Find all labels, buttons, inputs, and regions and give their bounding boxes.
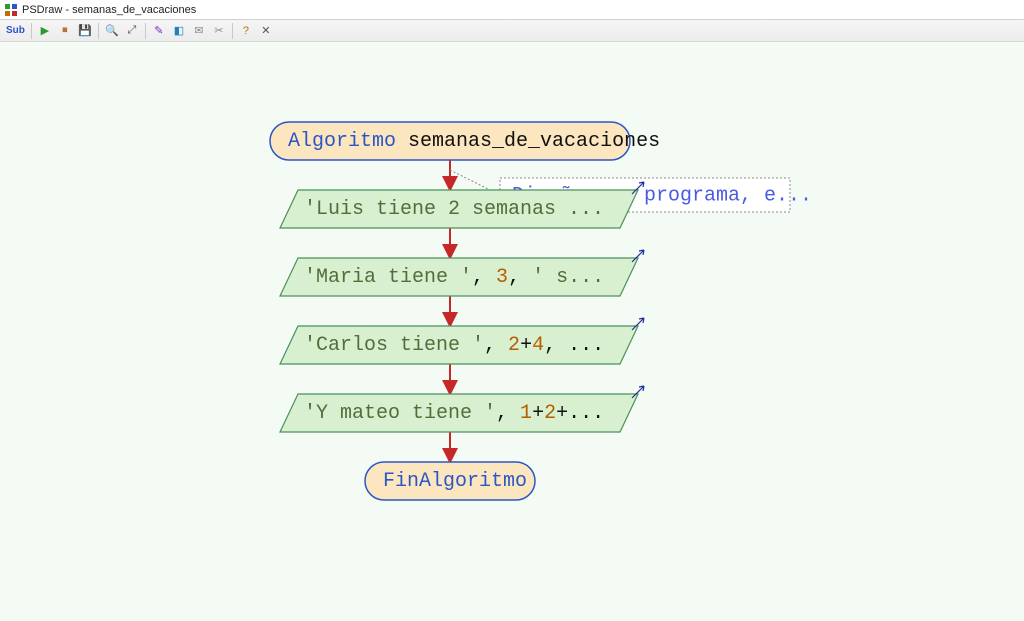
output-arrow-icon [632,318,644,330]
node-label: 'Maria tiene ', 3, ' s... [304,266,604,289]
zoom-fit-icon[interactable]: ⤢ [123,22,141,40]
node-label: Algoritmo semanas_de_vacaciones [288,130,660,153]
shapes-icon[interactable]: ◧ [170,22,188,40]
app-icon [4,3,18,17]
comment-icon[interactable]: ✉ [190,22,208,40]
crop-icon[interactable]: ✂ [210,22,228,40]
window-titlebar: PSDraw - semanas_de_vacaciones [0,0,1024,20]
output-arrow-icon [632,386,644,398]
node-label: 'Luis tiene 2 semanas ... [304,198,604,221]
help-icon[interactable]: ? [237,22,255,40]
stop-icon[interactable]: ⏹ [56,22,74,40]
sub-icon[interactable]: Sub [4,22,27,40]
play-icon[interactable]: ▶ [36,22,54,40]
toolbar: Sub ▶⏹💾 🔍⤢ ✎◧✉✂?✕ [0,20,1024,42]
zoom-in-icon[interactable]: 🔍 [103,22,121,40]
node-label: 'Y mateo tiene ', 1+2+... [304,402,604,425]
flowchart-svg: Diseñar un programa, e...Algoritmo seman… [0,42,1024,621]
toolbar-separator [145,23,146,39]
toolbar-separator [232,23,233,39]
flowchart-canvas[interactable]: Diseñar un programa, e...Algoritmo seman… [0,42,1024,621]
node-label: FinAlgoritmo [383,470,527,493]
output-arrow-icon [632,250,644,262]
close-icon[interactable]: ✕ [257,22,275,40]
window-title: PSDraw - semanas_de_vacaciones [22,4,196,16]
toolbar-separator [98,23,99,39]
style-icon[interactable]: ✎ [150,22,168,40]
toolbar-separator [31,23,32,39]
node-label: 'Carlos tiene ', 2+4, ... [304,334,604,357]
save-icon[interactable]: 💾 [76,22,94,40]
